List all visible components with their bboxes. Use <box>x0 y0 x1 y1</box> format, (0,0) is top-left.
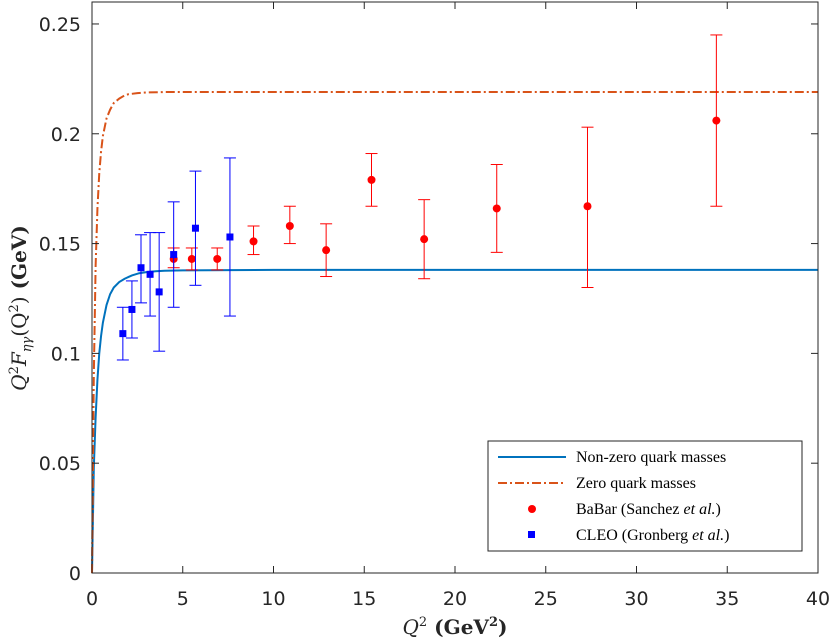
y-tick-label: 0.15 <box>39 234 81 256</box>
cleo-point <box>155 288 163 296</box>
babar-point <box>712 116 721 125</box>
y-tick-label: 0.2 <box>51 124 81 146</box>
y-tick-label: 0.1 <box>51 343 81 365</box>
legend-label-zero: Zero quark masses <box>576 475 696 492</box>
x-tick-label: 35 <box>715 588 739 610</box>
cleo-point <box>119 330 127 338</box>
x-tick-label: 5 <box>177 588 189 610</box>
y-tick-label: 0.05 <box>39 453 81 475</box>
legend-label-non-zero: Non-zero quark masses <box>576 449 726 466</box>
babar-point <box>322 246 331 255</box>
cleo-point <box>128 305 136 313</box>
x-tick-label: 25 <box>534 588 558 610</box>
series-line-non-zero-mass <box>91 268 818 574</box>
babar-point <box>583 202 592 211</box>
y-axis-title: Q2Fηγ(Q2) (GeV) <box>7 225 35 391</box>
cleo-point <box>146 270 154 278</box>
ticks-layer: 0 5 10 15 20 25 30 35 40 0 0.05 0.1 0.15 0.2 0.25 <box>39 2 830 610</box>
series-line-zero-mass <box>91 91 818 574</box>
legend-label-babar: BaBar (Sanchez et al.) <box>576 501 721 518</box>
legend-marker-babar <box>528 505 536 513</box>
cleo-point <box>226 233 234 241</box>
babar-point <box>492 204 501 213</box>
legend-label-cleo: CLEO (Gronberg et al.) <box>576 527 729 544</box>
x-tick-label: 10 <box>261 588 285 610</box>
babar-point <box>213 254 222 263</box>
legend: Non-zero quark masses Zero quark masses … <box>487 440 803 552</box>
x-tick-label: 30 <box>624 588 648 610</box>
y-tick-label: 0 <box>69 563 81 585</box>
cleo-point <box>170 251 178 259</box>
x-axis-title: Q2 (GeV2) <box>403 615 508 639</box>
babar-point <box>420 235 429 244</box>
y-tick-label: 0.25 <box>39 14 81 36</box>
curves-layer <box>91 91 818 574</box>
cleo-point <box>191 224 199 232</box>
legend-marker-cleo <box>528 531 535 538</box>
data-points-layer <box>116 34 723 361</box>
babar-point <box>187 254 196 263</box>
x-tick-label: 15 <box>352 588 376 610</box>
babar-point <box>249 237 258 246</box>
babar-point <box>367 175 376 184</box>
babar-point <box>285 222 294 231</box>
x-tick-label: 0 <box>86 588 98 610</box>
x-tick-label: 20 <box>443 588 467 610</box>
cleo-point <box>137 264 145 272</box>
legend-box <box>487 440 803 552</box>
x-tick-label: 40 <box>806 588 830 610</box>
